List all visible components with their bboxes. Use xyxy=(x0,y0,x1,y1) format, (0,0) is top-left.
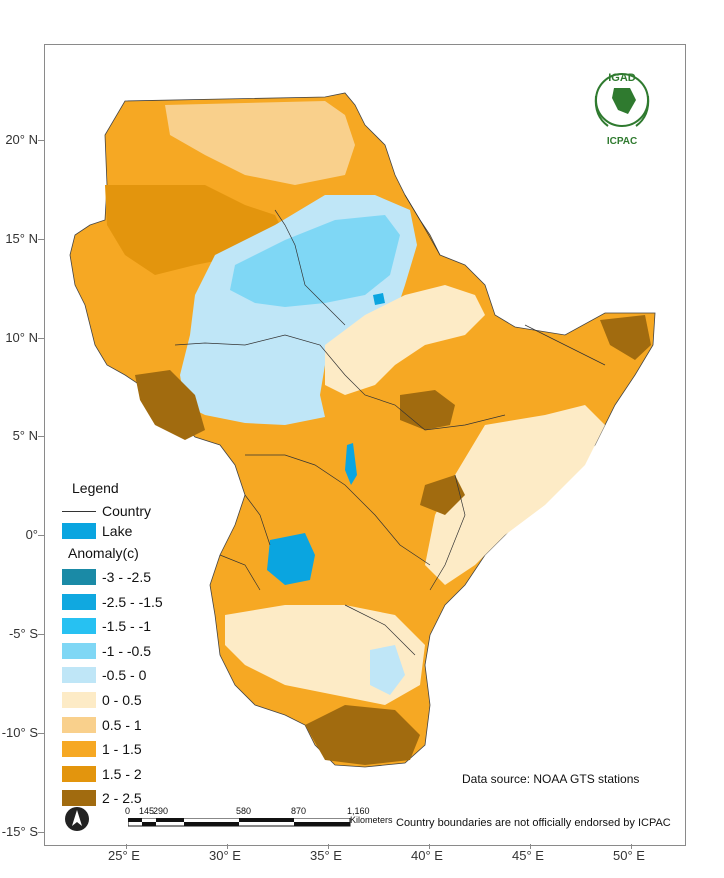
lake-tana xyxy=(373,293,385,305)
latitude-label: 10° N xyxy=(5,329,38,345)
scale-bar-number: 0 xyxy=(125,806,131,816)
latitude-tick xyxy=(38,140,44,141)
anomaly-zone-south-dark xyxy=(305,705,420,765)
legend-class-swatch xyxy=(62,692,96,708)
latitude-tick xyxy=(38,238,44,240)
lake-victoria xyxy=(267,533,315,585)
latitude-tick xyxy=(38,831,44,833)
anomaly-map xyxy=(69,92,656,768)
legend-class-row: -0.5 - 0 xyxy=(62,666,146,684)
legend-class-swatch xyxy=(62,741,96,758)
legend-class-swatch xyxy=(62,593,96,610)
legend-class-label: -0.5 - 0 xyxy=(102,667,147,684)
anomaly-zone-kenya-dark xyxy=(420,475,465,515)
logo-sub: ICPAC xyxy=(606,136,638,147)
latitude-label: 20° N xyxy=(5,132,38,147)
anomaly-zone-sudan-core xyxy=(230,215,400,307)
longitude-tick xyxy=(530,844,531,849)
lake-swatch xyxy=(62,523,96,539)
legend-class-label: -2.5 - -1.5 xyxy=(102,593,163,610)
legend-class-label: -1.5 - -1 xyxy=(102,618,152,635)
legend-title: Legend xyxy=(72,480,119,496)
latitude-label: -5° S xyxy=(8,626,38,641)
country-borders xyxy=(174,194,606,656)
latitude-tick xyxy=(38,732,44,734)
legend-class-label: 0 - 0.5 xyxy=(102,692,142,708)
logo-emblem xyxy=(594,73,650,127)
latitude-label: -10° S xyxy=(1,724,38,740)
latitude-label: 0° xyxy=(25,527,38,543)
scale-bar-number: 1,160 xyxy=(347,806,370,816)
scale-bar-number: 290 xyxy=(153,806,169,816)
scale-bar-number: 145 xyxy=(139,806,155,816)
longitude-tick xyxy=(328,844,329,849)
legend-anomaly-title-row: Anomaly(c) xyxy=(68,544,139,562)
anomaly-zone-somalia xyxy=(425,405,605,585)
legend-class-row: 2 - 2.5 xyxy=(62,789,142,807)
legend-class-swatch xyxy=(62,642,96,659)
longitude-label: 50° E xyxy=(613,848,645,863)
longitude-label: 40° E xyxy=(411,848,443,863)
longitude-label: 35° E xyxy=(310,848,342,863)
longitude-label: 45° E xyxy=(512,848,544,863)
legend-class-swatch xyxy=(62,790,96,807)
north-arrow-icon xyxy=(65,807,89,831)
legend-country-label: Country xyxy=(102,503,152,519)
latitude-label: 5° N xyxy=(12,428,38,444)
latitude-label: 15° N xyxy=(5,230,38,246)
scale-bar: 0 145 290 580 870 1,160 Kilometers xyxy=(125,806,488,834)
legend-class-row: 0.5 - 1 xyxy=(62,716,142,734)
legend-class-label: 0.5 - 1 xyxy=(102,716,142,733)
scale-bar-graphic xyxy=(128,818,351,827)
data-source: Data source: NOAA GTS stations xyxy=(462,772,640,786)
lake-turkana xyxy=(345,443,357,485)
legend-class-swatch xyxy=(62,765,96,782)
longitude-tick xyxy=(429,844,430,849)
legend-class-label: -3 - -2.5 xyxy=(102,569,152,585)
legend-class-row: -1 - -0.5 xyxy=(62,642,151,660)
legend-class-swatch xyxy=(62,716,96,733)
legend-anomaly-title: Anomaly(c) xyxy=(68,545,139,561)
longitude-tick xyxy=(631,844,632,849)
legend-class-row: 1 - 1.5 xyxy=(62,740,142,758)
scale-bar-unit: Kilometers xyxy=(350,815,393,825)
longitude-label: 25° E xyxy=(108,848,140,863)
legend-class-swatch xyxy=(62,667,96,684)
legend-lake-label: Lake xyxy=(102,523,133,539)
legend-class-row: 1.5 - 2 xyxy=(62,765,142,783)
latitude-tick xyxy=(38,535,44,537)
longitude-tick xyxy=(126,844,127,849)
legend-class-row: -1.5 - -1 xyxy=(62,617,151,635)
latitude-tick xyxy=(38,436,44,438)
anomaly-zone-tanzania-blue xyxy=(370,645,405,695)
latitude-tick xyxy=(38,337,44,339)
longitude-label: 30° E xyxy=(209,848,241,863)
legend-class-row: -3 - -2.5 xyxy=(62,568,151,586)
scale-bar-number: 580 xyxy=(236,806,252,816)
legend-class-label: 1.5 - 2 xyxy=(102,765,142,782)
latitude-label: -15° S xyxy=(1,823,38,839)
longitude-tick xyxy=(227,844,228,849)
latitude-tick xyxy=(38,634,44,635)
legend-country-row: Country xyxy=(62,502,151,520)
anomaly-zone-west-dark xyxy=(135,370,205,440)
disclaimer: Country boundaries are not officially en… xyxy=(396,817,671,829)
legend-class-swatch xyxy=(62,569,96,585)
anomaly-zone-ethiopia xyxy=(325,285,485,395)
logo-org: IGAD xyxy=(608,72,636,84)
igad-icpac-logo: IGAD ICPAC xyxy=(584,66,660,156)
legend-class-row: 0 - 0.5 xyxy=(62,691,142,709)
legend-lake-row: Lake xyxy=(62,522,132,540)
anomaly-zone-north xyxy=(165,101,355,185)
country-line-swatch xyxy=(62,510,96,512)
legend-class-swatch xyxy=(62,618,96,635)
legend-class-label: 2 - 2.5 xyxy=(102,790,142,807)
map-frame xyxy=(44,44,686,846)
legend-class-row: -2.5 - -1.5 xyxy=(62,593,163,611)
scale-bar-number: 870 xyxy=(291,806,307,816)
anomaly-zone-horn xyxy=(600,315,651,360)
legend-class-label: -1 - -0.5 xyxy=(102,642,152,659)
legend-class-label: 1 - 1.5 xyxy=(102,741,142,758)
anomaly-zone-ethiopia-dark xyxy=(400,390,455,430)
